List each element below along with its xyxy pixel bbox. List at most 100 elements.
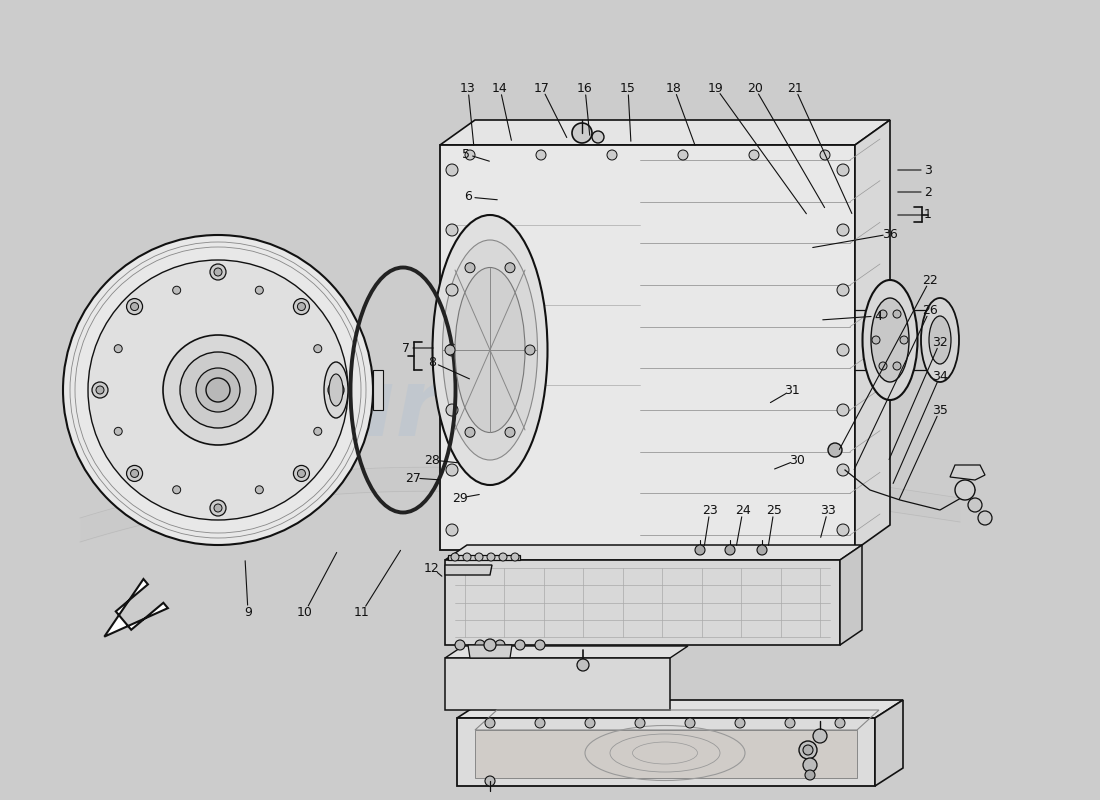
Circle shape <box>968 498 982 512</box>
Circle shape <box>131 470 139 478</box>
Circle shape <box>446 344 458 356</box>
Circle shape <box>955 480 975 500</box>
Circle shape <box>465 262 475 273</box>
Circle shape <box>872 336 880 344</box>
Text: 34: 34 <box>932 370 948 382</box>
Text: 27: 27 <box>405 471 421 485</box>
Text: eurofcäres: eurofcäres <box>265 364 835 456</box>
Circle shape <box>725 545 735 555</box>
Ellipse shape <box>442 240 538 460</box>
Polygon shape <box>446 646 688 658</box>
Circle shape <box>835 718 845 728</box>
Text: 24: 24 <box>735 503 751 517</box>
Circle shape <box>837 464 849 476</box>
Circle shape <box>63 235 373 545</box>
Circle shape <box>900 336 908 344</box>
Circle shape <box>525 345 535 355</box>
Text: 1: 1 <box>924 209 932 222</box>
Text: 2: 2 <box>924 186 932 198</box>
Circle shape <box>92 382 108 398</box>
Circle shape <box>837 224 849 236</box>
Circle shape <box>465 150 475 160</box>
Text: 4: 4 <box>874 310 882 322</box>
Circle shape <box>484 639 496 651</box>
Polygon shape <box>448 555 520 560</box>
Text: 18: 18 <box>667 82 682 94</box>
Circle shape <box>196 368 240 412</box>
Circle shape <box>799 741 817 759</box>
Polygon shape <box>104 579 168 637</box>
Circle shape <box>837 344 849 356</box>
Circle shape <box>210 500 225 516</box>
Circle shape <box>803 745 813 755</box>
Circle shape <box>114 345 122 353</box>
Text: 10: 10 <box>297 606 312 618</box>
Circle shape <box>893 362 901 370</box>
Text: 8: 8 <box>428 355 436 369</box>
Circle shape <box>837 284 849 296</box>
Circle shape <box>592 131 604 143</box>
Text: 21: 21 <box>788 82 803 94</box>
Text: 11: 11 <box>354 606 370 618</box>
Text: 3: 3 <box>924 163 932 177</box>
Text: 6: 6 <box>464 190 472 203</box>
Ellipse shape <box>871 298 909 382</box>
Circle shape <box>114 427 122 435</box>
Circle shape <box>332 386 340 394</box>
Circle shape <box>455 640 465 650</box>
Polygon shape <box>874 700 903 786</box>
Circle shape <box>585 718 595 728</box>
Circle shape <box>446 345 455 355</box>
Circle shape <box>446 284 458 296</box>
Ellipse shape <box>324 362 348 418</box>
Text: 23: 23 <box>702 503 718 517</box>
Circle shape <box>505 427 515 438</box>
Circle shape <box>515 640 525 650</box>
Circle shape <box>297 470 306 478</box>
Circle shape <box>475 640 485 650</box>
Text: 32: 32 <box>932 335 948 349</box>
Circle shape <box>607 150 617 160</box>
Circle shape <box>805 770 815 780</box>
Text: 13: 13 <box>460 82 476 94</box>
Text: 5: 5 <box>462 147 470 161</box>
Text: 33: 33 <box>821 503 836 517</box>
Circle shape <box>536 150 546 160</box>
Polygon shape <box>456 700 903 718</box>
Circle shape <box>294 298 309 314</box>
Circle shape <box>446 164 458 176</box>
Polygon shape <box>456 718 874 786</box>
Circle shape <box>813 729 827 743</box>
Text: 35: 35 <box>932 403 948 417</box>
Text: 25: 25 <box>766 503 782 517</box>
Text: 28: 28 <box>425 454 440 466</box>
Circle shape <box>126 466 143 482</box>
Text: 31: 31 <box>784 383 800 397</box>
Circle shape <box>475 553 483 561</box>
Polygon shape <box>440 120 890 145</box>
Circle shape <box>314 345 322 353</box>
Ellipse shape <box>930 316 952 364</box>
Ellipse shape <box>432 215 548 485</box>
Circle shape <box>88 260 348 520</box>
Circle shape <box>214 268 222 276</box>
Circle shape <box>96 386 104 394</box>
Circle shape <box>695 545 705 555</box>
Circle shape <box>214 504 222 512</box>
Text: 9: 9 <box>244 606 252 618</box>
Circle shape <box>163 335 273 445</box>
Circle shape <box>487 553 495 561</box>
Text: 20: 20 <box>747 82 763 94</box>
Circle shape <box>785 718 795 728</box>
Circle shape <box>485 776 495 786</box>
Circle shape <box>837 404 849 416</box>
Circle shape <box>978 511 992 525</box>
Circle shape <box>499 553 507 561</box>
Circle shape <box>131 302 139 310</box>
Polygon shape <box>440 145 855 550</box>
Circle shape <box>255 286 263 294</box>
Text: 19: 19 <box>708 82 724 94</box>
Circle shape <box>495 640 505 650</box>
Circle shape <box>535 640 544 650</box>
Circle shape <box>879 310 887 318</box>
